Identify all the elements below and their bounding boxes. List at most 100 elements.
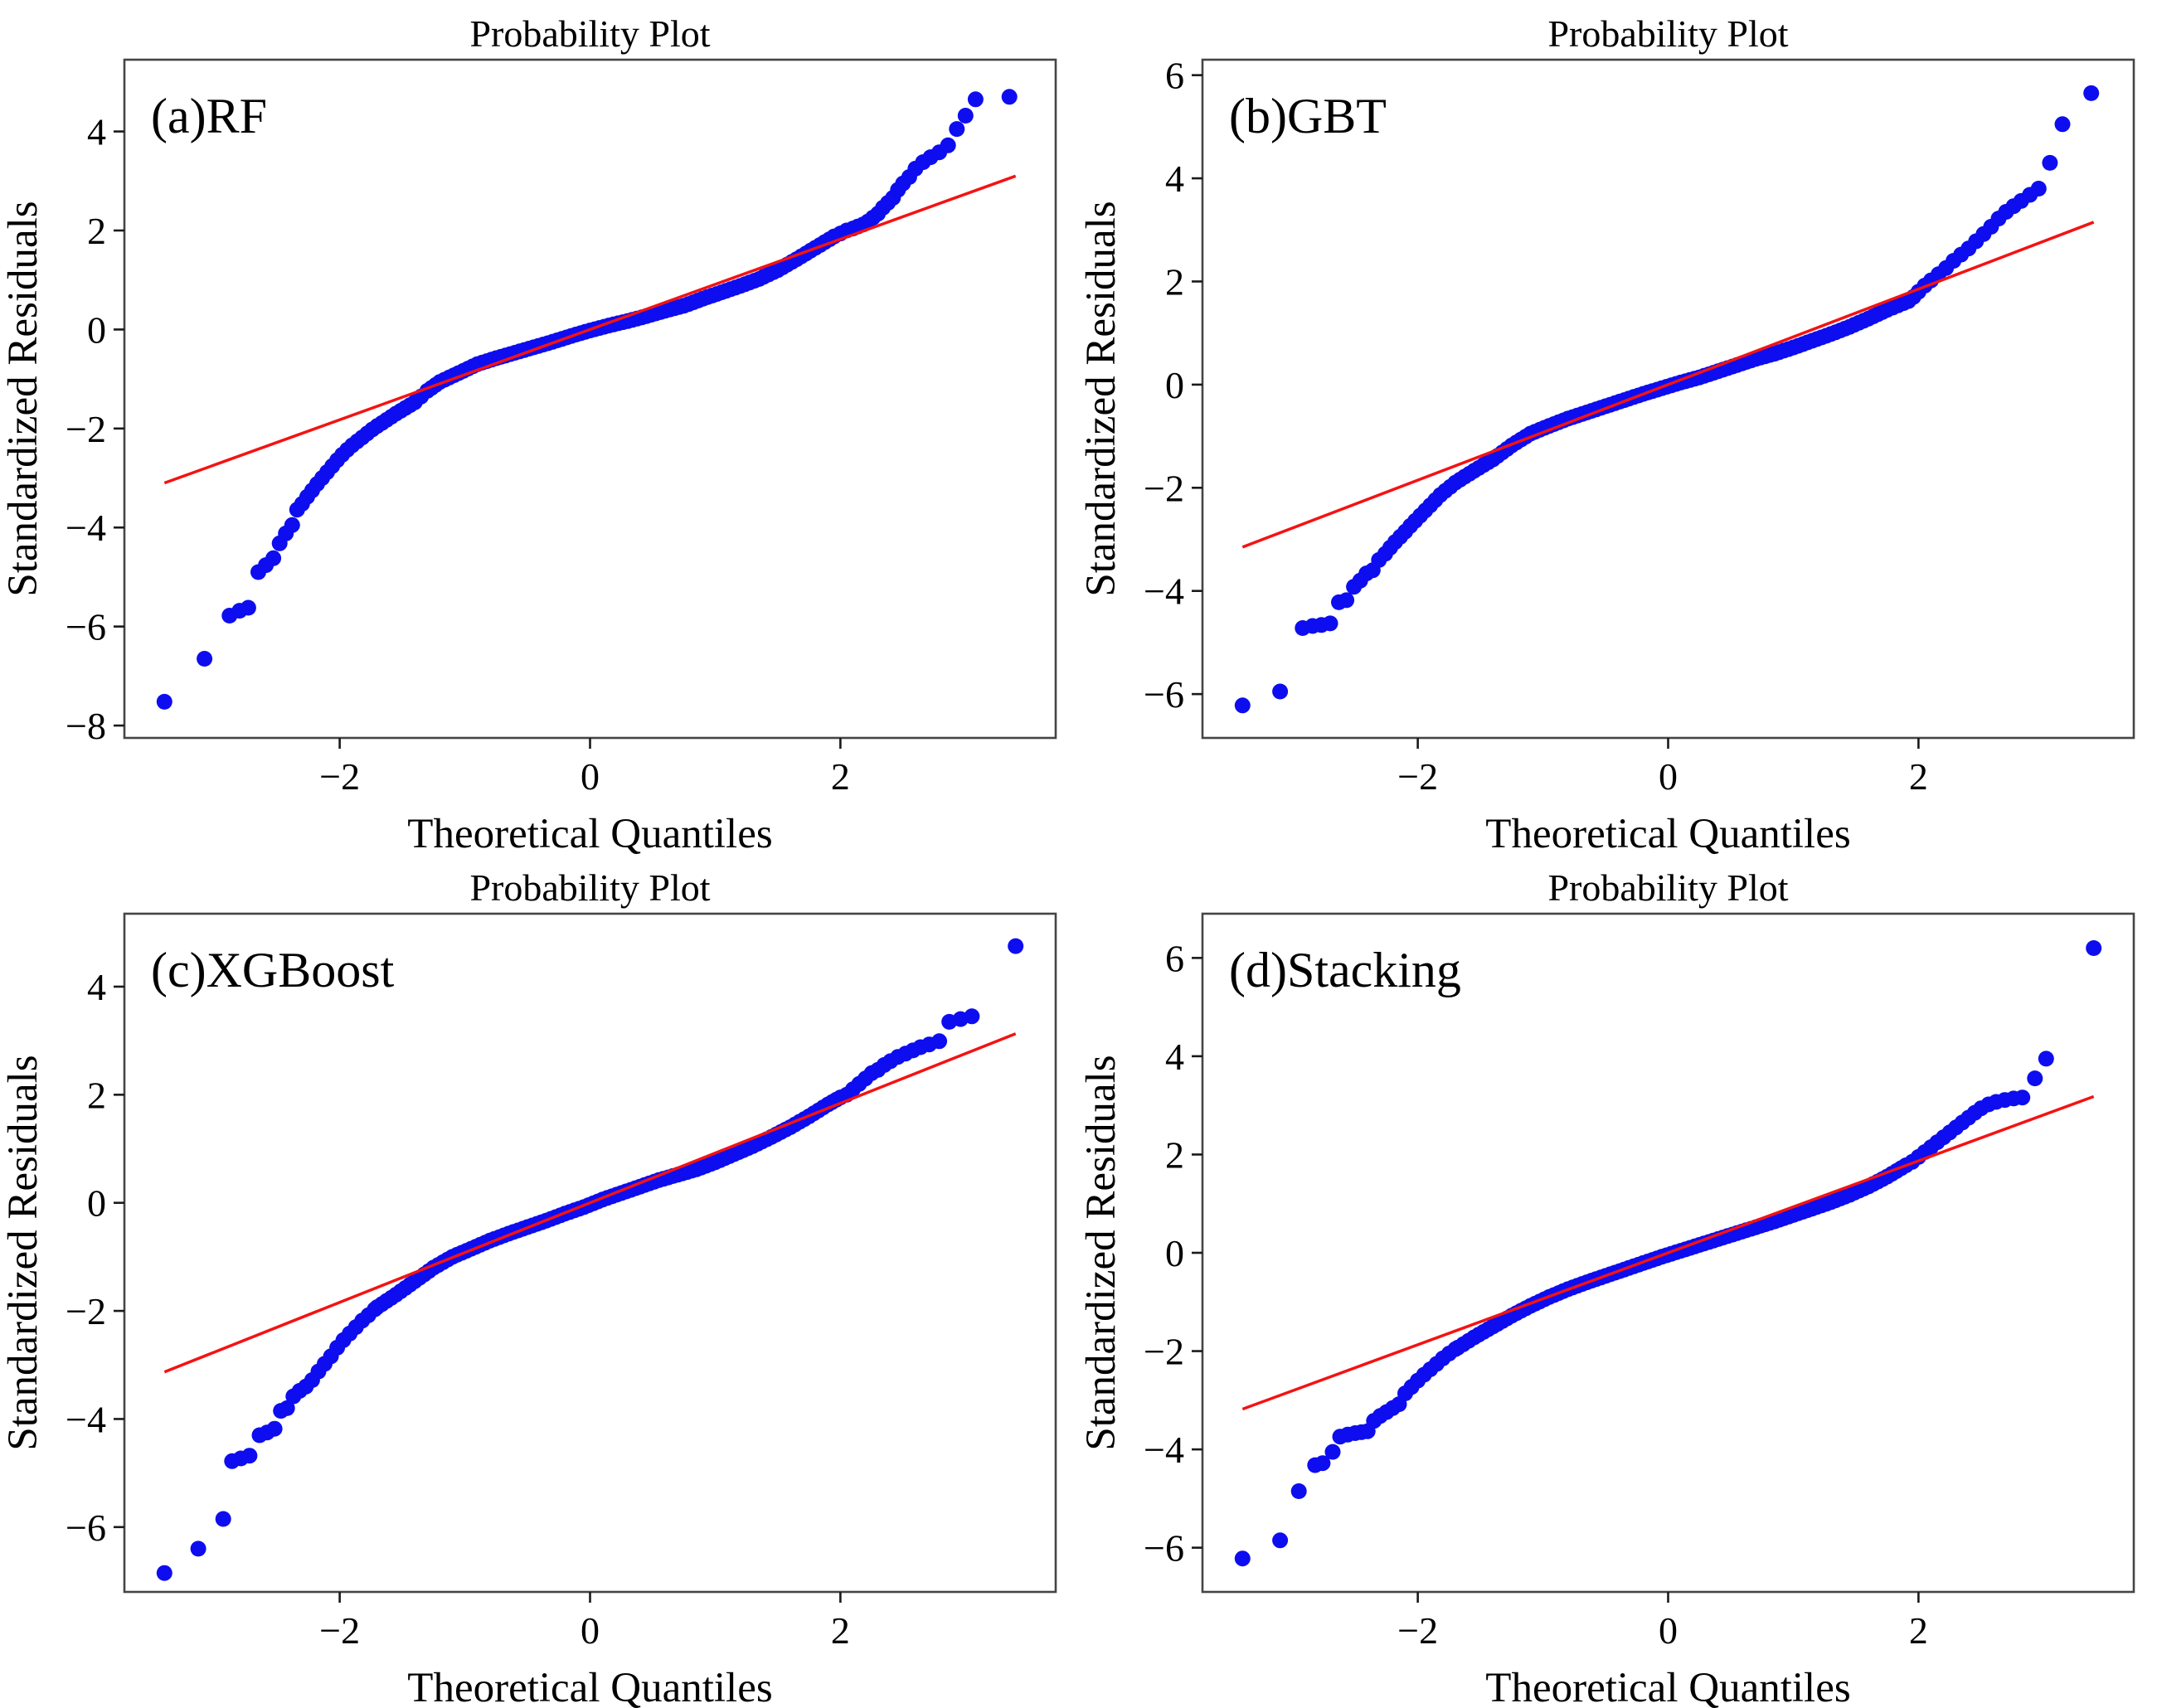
qq-plot-xgboost-canvas: −2 0 2 −6 −4 −2 0 2 4 Probability Plot (c)XGBoost T… xyxy=(0,866,1057,1708)
x-axis-label: Theoretical Quantiles xyxy=(407,1665,772,1708)
y-tick-label: 4 xyxy=(87,111,106,153)
data-point xyxy=(1322,615,1338,632)
data-point xyxy=(197,651,213,667)
data-point xyxy=(2083,85,2100,101)
plot-title: Probability Plot xyxy=(469,866,710,909)
subplot-a: −2 0 2 −8 −6 −4 −2 0 2 4 Probability Plot (a)RF Theo… xyxy=(0,0,1078,854)
subplot-d: −2 0 2 −6 −4 −2 0 2 4 6 Probability Plot (d)Stackin… xyxy=(1078,854,2156,1708)
x-axis-label: Theoretical Quantiles xyxy=(1485,811,1850,854)
data-point xyxy=(2054,116,2071,133)
x-axis-label: Theoretical Quantiles xyxy=(407,811,772,854)
y-tick-label: 2 xyxy=(87,1074,106,1116)
plot-title: Probability Plot xyxy=(1547,866,1788,909)
data-point xyxy=(190,1541,206,1557)
data-point xyxy=(957,108,974,124)
y-tick-label: −2 xyxy=(1144,467,1184,509)
data-point xyxy=(2086,940,2102,956)
x-tick-label: −2 xyxy=(319,1609,360,1652)
fit-line xyxy=(1241,221,2095,549)
y-tick-label: 4 xyxy=(1165,1036,1184,1078)
y-tick-label: −4 xyxy=(66,507,106,549)
fit-line xyxy=(163,1032,1017,1374)
data-point xyxy=(1008,938,1024,954)
y-tick-label: −8 xyxy=(66,705,106,747)
data-point xyxy=(2027,1070,2043,1087)
data-point xyxy=(156,1565,172,1581)
data-point xyxy=(940,137,956,153)
data-point xyxy=(265,550,282,566)
data-point xyxy=(2042,154,2058,171)
data-point xyxy=(279,1400,295,1416)
x-tick-label: 0 xyxy=(581,755,600,798)
x-tick-label: 0 xyxy=(1659,755,1678,798)
x-tick-label: 2 xyxy=(1909,1609,1928,1652)
subplot-annotation: (c)XGBoost xyxy=(151,943,395,997)
x-tick-label: 2 xyxy=(831,1609,850,1652)
y-tick-label: −2 xyxy=(1144,1331,1184,1373)
x-tick-label: 0 xyxy=(581,1609,600,1652)
x-tick-label: 2 xyxy=(1909,755,1928,798)
y-tick-label: 4 xyxy=(87,966,106,1008)
y-tick-label: −4 xyxy=(1144,1429,1184,1471)
y-tick-label: 0 xyxy=(1165,1232,1184,1274)
plot-title: Probability Plot xyxy=(1547,12,1788,55)
x-tick-label: −2 xyxy=(319,755,360,798)
data-point xyxy=(241,1448,258,1464)
data-point xyxy=(1272,683,1289,700)
y-tick-label: −6 xyxy=(66,606,106,648)
data-point xyxy=(2038,1051,2054,1067)
fit-line xyxy=(163,174,1017,485)
data-point xyxy=(240,599,256,616)
plot-title: Probability Plot xyxy=(469,12,710,55)
x-tick-label: 0 xyxy=(1659,1609,1678,1652)
qq-plot-stacking-canvas: −2 0 2 −6 −4 −2 0 2 4 6 Probability Plot (d)Stackin… xyxy=(1078,866,2135,1708)
data-point xyxy=(1324,1444,1341,1460)
subplot-annotation: (a)RF xyxy=(151,89,267,143)
x-tick-label: −2 xyxy=(1397,755,1438,798)
qq-plot-gbt-canvas: −2 0 2 −6 −4 −2 0 2 4 6 Probability Plot (b)GBT Theo… xyxy=(1078,12,2135,854)
data-point xyxy=(1314,1455,1331,1472)
y-tick-label: −6 xyxy=(1144,1527,1184,1570)
plot-box xyxy=(1201,58,2135,740)
data-point xyxy=(215,1511,231,1527)
data-point xyxy=(284,517,300,533)
data-point xyxy=(1290,1483,1307,1499)
y-tick-label: −4 xyxy=(1144,570,1184,613)
x-axis-label: Theoretical Quantiles xyxy=(1485,1665,1850,1708)
data-point xyxy=(266,1420,283,1437)
fit-line xyxy=(1241,1094,2095,1411)
y-axis-label: Standardized Residuals xyxy=(0,201,46,596)
data-point xyxy=(964,1008,980,1025)
y-tick-label: 2 xyxy=(1165,1133,1184,1176)
y-axis-label: Standardized Residuals xyxy=(1078,1055,1125,1450)
y-tick-label: −6 xyxy=(1144,673,1184,716)
y-tick-label: −6 xyxy=(66,1507,106,1549)
data-point xyxy=(156,693,172,710)
data-point xyxy=(967,91,984,108)
y-tick-label: −4 xyxy=(66,1398,106,1440)
y-tick-label: −2 xyxy=(66,408,106,450)
y-tick-label: 2 xyxy=(87,210,106,252)
y-tick-label: 0 xyxy=(87,1182,106,1225)
data-point xyxy=(1001,89,1018,105)
x-tick-label: 2 xyxy=(831,755,850,798)
subplot-c: −2 0 2 −6 −4 −2 0 2 4 Probability Plot (c)XGBoost T… xyxy=(0,854,1078,1708)
x-tick-label: −2 xyxy=(1397,1609,1438,1652)
y-tick-label: 0 xyxy=(87,308,106,351)
y-tick-label: −2 xyxy=(66,1290,106,1332)
data-point xyxy=(1338,592,1355,609)
y-tick-label: 4 xyxy=(1165,158,1184,200)
data-point xyxy=(1234,697,1251,714)
y-tick-label: 6 xyxy=(1165,937,1184,979)
y-tick-label: 0 xyxy=(1165,364,1184,406)
subplot-annotation: (b)GBT xyxy=(1229,89,1387,143)
data-point xyxy=(949,121,965,138)
y-axis-label: Standardized Residuals xyxy=(0,1055,46,1450)
data-point xyxy=(931,1033,948,1050)
y-tick-label: 2 xyxy=(1165,260,1184,303)
qq-plot-rf-canvas: −2 0 2 −8 −6 −4 −2 0 2 4 Probability Plot (a)RF Theo… xyxy=(0,12,1057,854)
y-tick-label: 6 xyxy=(1165,55,1184,97)
data-point xyxy=(2014,1089,2031,1106)
data-point xyxy=(1234,1550,1251,1567)
